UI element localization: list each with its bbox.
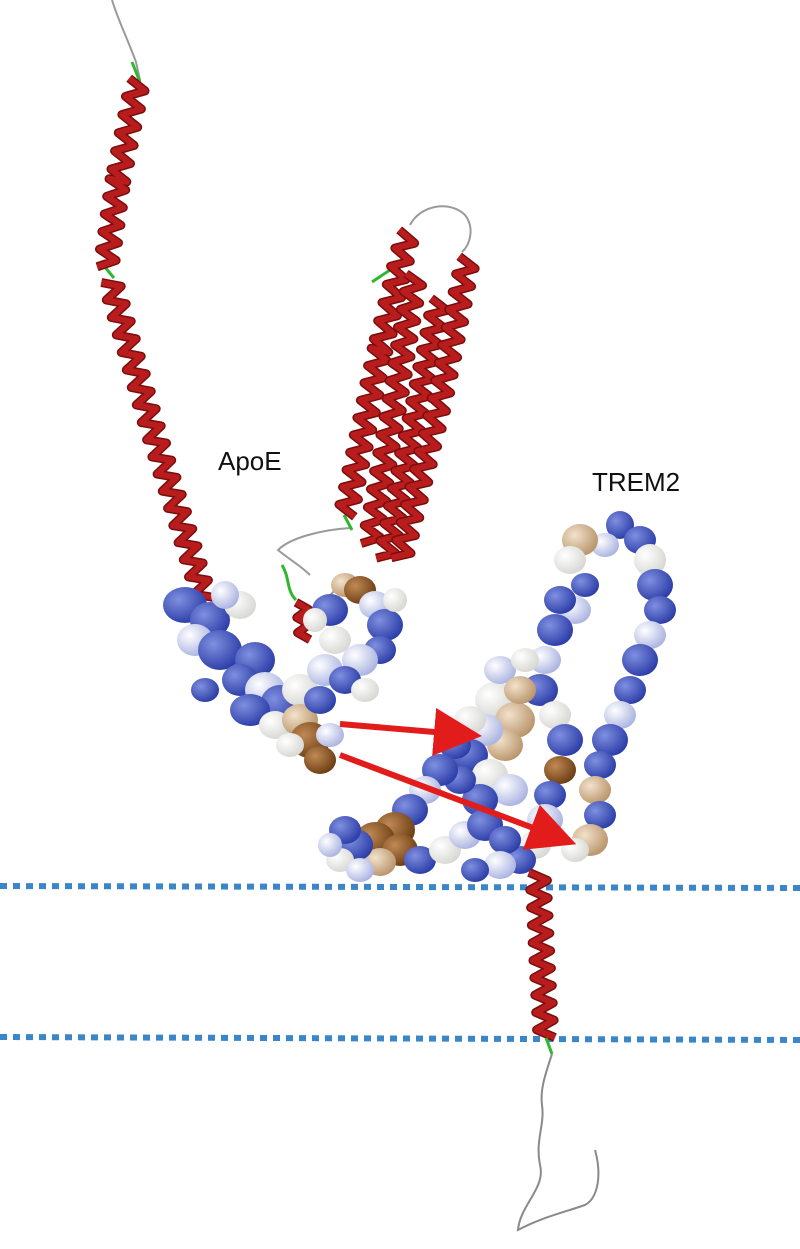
apoe-surface-atom-15 <box>276 733 304 757</box>
trem2-surface-atom-5 <box>634 621 666 649</box>
apoe-surface-atom-18 <box>304 686 336 714</box>
membrane-lower-line <box>0 1034 800 1043</box>
trem2-surface-atom-18 <box>571 573 599 597</box>
apoe-surface-atom-5 <box>211 581 239 609</box>
trem2-surface-atom-40 <box>484 656 516 684</box>
trem2-surface-atom-12 <box>584 801 616 829</box>
apoe-helix-1b <box>100 279 215 601</box>
apoe-helix-4 <box>375 295 450 562</box>
interaction-arrow-1 <box>339 708 482 756</box>
trem2-surface-atom-42 <box>511 648 539 672</box>
trem2-surface-atom-6 <box>622 644 658 676</box>
apoe-surface-atom-17 <box>316 723 344 747</box>
trem2-surface-atom-25 <box>547 724 583 756</box>
trem2-surface-atom-38 <box>462 784 498 816</box>
apoe-helix-2 <box>336 227 418 520</box>
apoe-helix-5 <box>390 253 479 561</box>
trem2-surface-atom-60 <box>489 826 521 854</box>
apoe-helix-3 <box>360 271 426 547</box>
trem2-surface-atom-24 <box>539 701 571 729</box>
trem2-helix-tm <box>526 869 558 1041</box>
trem2-surface-atom-14 <box>561 838 589 862</box>
trem2-surface-atom-4 <box>644 596 676 624</box>
trem2-surface-atom-9 <box>592 724 628 756</box>
trem2-surface-atom-37 <box>492 774 528 806</box>
apoe-green-segments <box>102 61 391 602</box>
trem2-surface <box>318 511 676 882</box>
apoe-surface-atom-10 <box>230 694 270 726</box>
trem2-label: TREM2 <box>592 467 681 497</box>
trem2-surface-atom-62 <box>461 858 489 882</box>
trem2-green-segment <box>544 1037 554 1055</box>
apoe-surface <box>163 573 407 774</box>
trem2-surface-atom-7 <box>614 676 646 704</box>
trem2-surface-atom-8 <box>604 701 636 729</box>
trem2-surface-atom-41 <box>504 676 536 704</box>
apoe-surface-atom-20 <box>319 626 351 654</box>
trem2-surface-atom-56 <box>404 846 436 874</box>
trem2-surface-atom-21 <box>537 614 573 646</box>
apoe-surface-atom-30 <box>383 588 407 612</box>
apoe-helices <box>95 74 480 644</box>
apoe-helix-stub <box>293 599 313 643</box>
trem2-surface-atom-15 <box>591 533 619 557</box>
apoe-surface-atom-32 <box>191 678 219 702</box>
apoe-surface-atom-3 <box>198 630 242 670</box>
trem2-surface-atom-11 <box>579 776 611 804</box>
trem2-surface-atom-17 <box>554 546 586 574</box>
apoe-surface-atom-25 <box>367 609 403 641</box>
apoe-surface-atom-31 <box>303 608 327 632</box>
apoe-helix-1a <box>96 75 148 270</box>
trem2-surface-atom-43 <box>454 706 486 734</box>
trem2-surface-atom-2 <box>634 544 666 576</box>
trem2-surface-atom-55 <box>346 858 374 882</box>
trem2-surface-atom-22 <box>529 646 561 674</box>
trem2-surface-atom-10 <box>584 751 616 779</box>
trem2-tail-loop <box>516 1053 600 1232</box>
interaction-arrow-2 <box>338 752 577 850</box>
apoe-surface-atom-16 <box>304 746 336 774</box>
trem2-surface-atom-61 <box>484 851 516 879</box>
membrane-upper-line <box>0 883 800 891</box>
apoe-surface-atom-29 <box>351 678 379 702</box>
trem2-surface-atom-20 <box>544 586 576 614</box>
trem2-transmembrane-helix <box>525 868 559 1042</box>
trem2-surface-atom-3 <box>637 569 673 601</box>
trem2-surface-atom-27 <box>534 781 566 809</box>
trem2-surface-atom-26 <box>544 756 576 784</box>
apoe-label: ApoE <box>218 446 282 476</box>
trem2-surface-atom-63 <box>318 833 342 857</box>
